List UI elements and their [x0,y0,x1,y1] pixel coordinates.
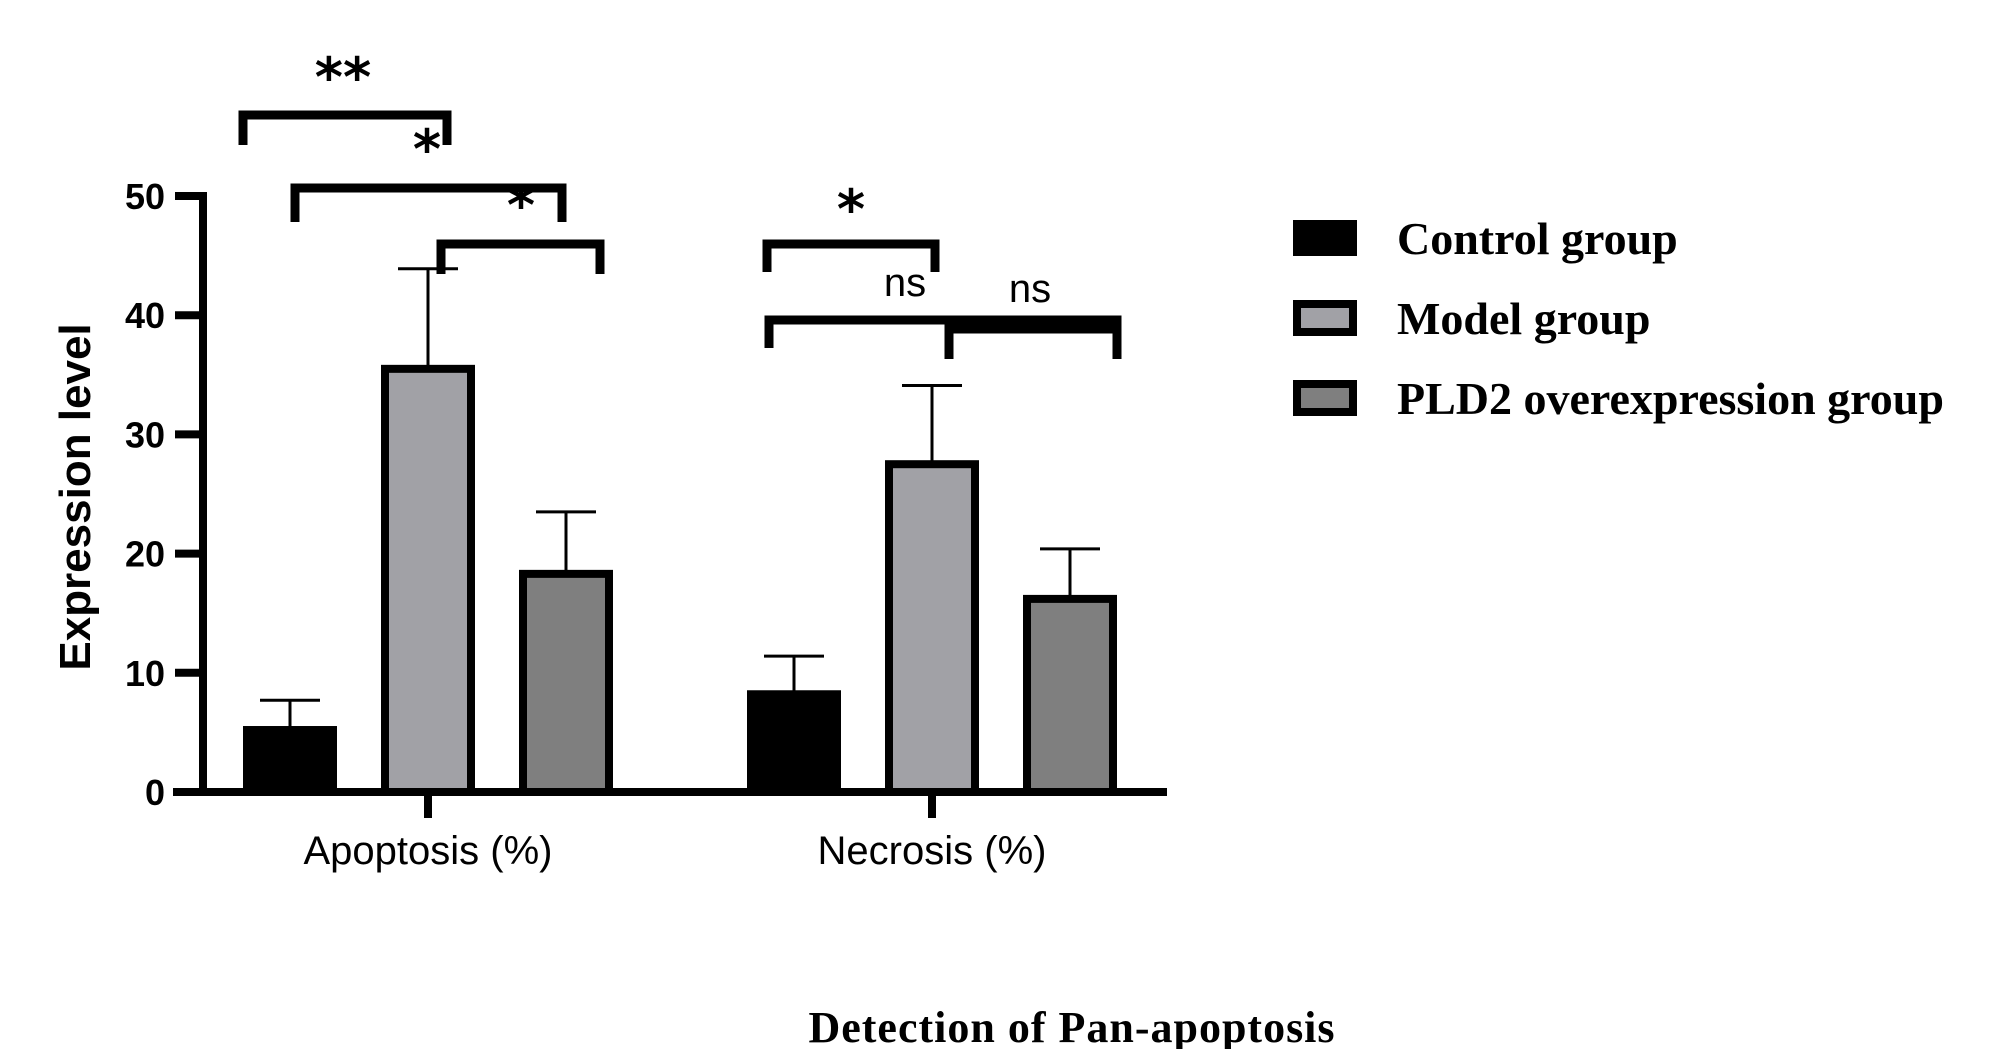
significance-bracket: * [290,118,567,222]
y-tick-label: 40 [125,295,165,336]
bar [747,690,841,796]
legend: Control group Model group PLD2 overexpress… [1293,213,1944,424]
legend-item: Model group [1293,293,1650,344]
error-bar [398,267,458,369]
bar [381,364,475,796]
bars [243,364,1117,797]
significance-bracket: ns [764,261,1122,348]
error-bar [902,384,962,465]
error-bar [764,654,824,695]
y-axis-title: Expression level [51,323,100,670]
significance-label: * [837,178,865,241]
axes: 0 10 20 30 40 50 Apoptosis (%) Necrosis (%) [125,176,1167,873]
significance-label: ns [884,261,926,305]
legend-item: PLD2 overexpression group [1293,373,1944,424]
bar [885,460,979,796]
significance-brackets: **** *ns ns [238,46,1122,359]
significance-label: * [507,174,535,237]
y-tick-label: 20 [125,534,165,575]
significance-bracket: ** [238,46,452,145]
significance-bracket: * [762,178,940,272]
error-bar [1040,547,1100,599]
x-tick-label: Necrosis (%) [818,829,1047,873]
legend-label: PLD2 overexpression group [1397,373,1944,424]
y-tick-label: 30 [125,414,165,455]
significance-label: ns [1009,267,1051,311]
legend-swatch [1293,220,1357,256]
error-bar [536,510,596,574]
error-bars [260,267,1100,731]
error-bar [260,698,320,731]
bar [243,726,337,796]
significance-label: ** [315,46,371,109]
figure-caption: Detection of Pan-apoptosis [808,1003,1335,1049]
legend-swatch [1293,300,1357,336]
y-tick-label: 10 [125,653,165,694]
x-tick-label: Apoptosis (%) [304,829,553,873]
legend-label: Control group [1397,213,1678,264]
significance-bracket: ns [944,267,1122,359]
y-tick-label: 0 [145,772,165,813]
legend-swatch [1293,380,1357,416]
bar [519,569,613,797]
legend-item: Control group [1293,213,1678,264]
legend-label: Model group [1397,293,1650,344]
y-tick-label: 50 [125,176,165,217]
significance-bracket: * [436,174,605,274]
significance-label: * [413,118,441,181]
bar [1023,594,1117,796]
